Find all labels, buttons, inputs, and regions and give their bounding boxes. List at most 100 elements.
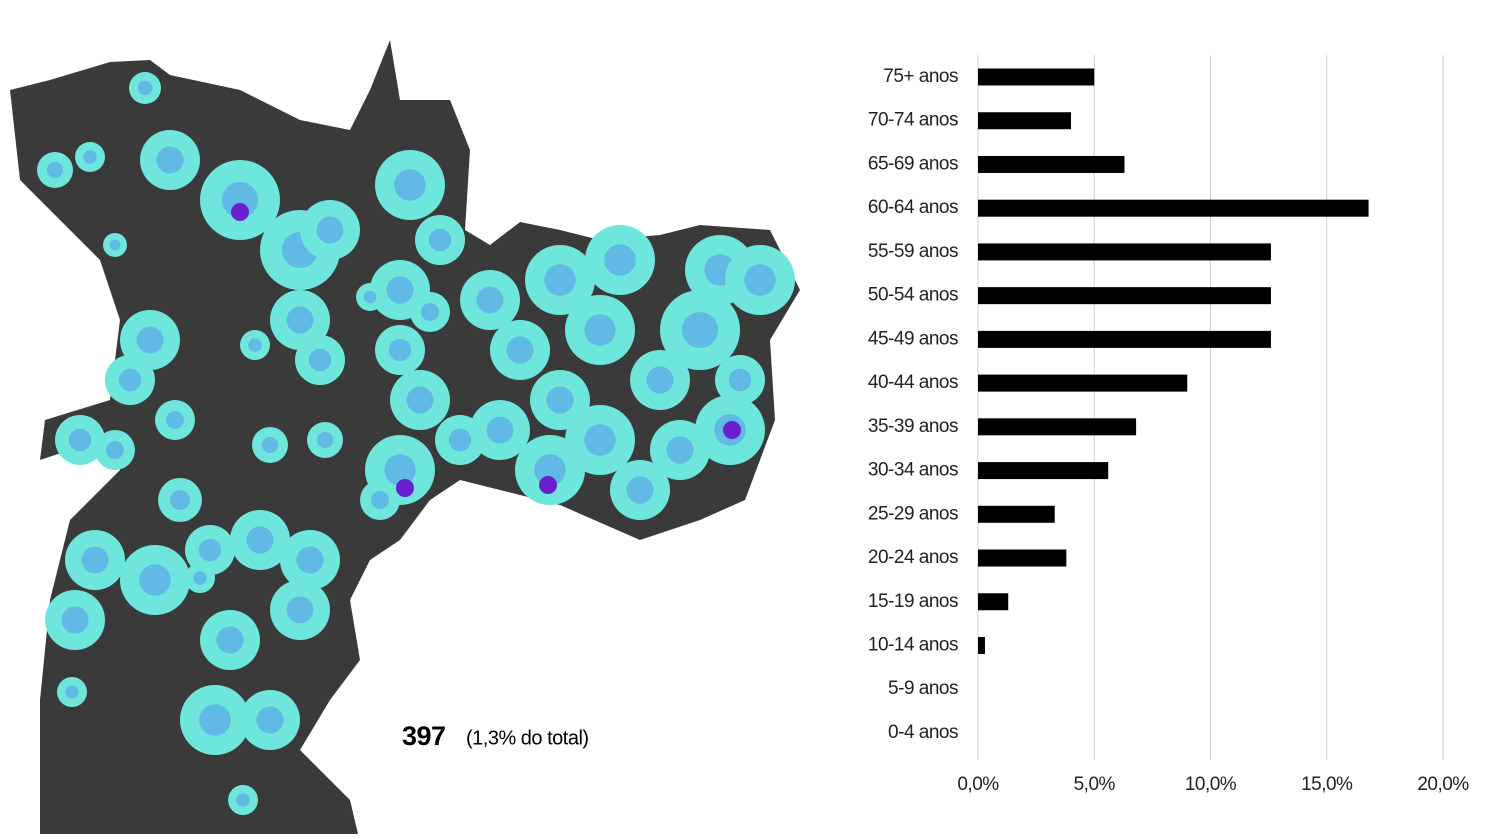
y-tick-label: 35-39 anos: [868, 416, 958, 437]
heat-core: [246, 526, 274, 554]
heat-core: [81, 546, 109, 574]
heat-core: [428, 228, 452, 252]
bar: [978, 68, 1095, 86]
heat-core: [584, 314, 616, 346]
heat-core: [216, 626, 244, 654]
y-tick-label: 60-64 anos: [868, 197, 958, 218]
heat-core: [166, 411, 184, 429]
heat-core: [421, 303, 439, 321]
heat-core: [156, 146, 184, 174]
heat-core: [728, 368, 752, 392]
heat-core: [286, 306, 314, 334]
heat-core: [137, 80, 153, 96]
bar: [978, 374, 1188, 392]
y-tick-label: 75+ anos: [883, 66, 958, 87]
heat-map: [10, 40, 800, 834]
x-tick-label: 15,0%: [1301, 774, 1353, 795]
x-tick-label: 0,0%: [957, 774, 999, 795]
heat-core: [682, 312, 718, 348]
heat-core: [46, 161, 64, 179]
heat-core: [666, 436, 694, 464]
heat-core: [248, 338, 262, 352]
heat-core: [626, 476, 654, 504]
bar: [978, 243, 1271, 261]
bar: [978, 593, 1009, 611]
bar: [978, 155, 1125, 173]
heat-peak: [231, 203, 249, 221]
heat-core: [486, 416, 514, 444]
heat-core: [384, 454, 416, 486]
map-count: 397: [402, 721, 446, 751]
heat-core: [106, 441, 124, 459]
bar: [978, 636, 985, 654]
heat-core: [65, 685, 79, 699]
heat-core: [316, 431, 334, 449]
x-tick-label: 10,0%: [1185, 774, 1237, 795]
y-tick-label: 70-74 anos: [868, 110, 958, 131]
heat-core: [394, 169, 426, 201]
heat-core: [261, 436, 279, 454]
y-tick-label: 55-59 anos: [868, 241, 958, 262]
bar: [978, 330, 1271, 348]
y-tick-label: 15-19 anos: [868, 591, 958, 612]
heat-core: [506, 336, 534, 364]
heat-peak: [396, 479, 414, 497]
y-tick-label: 50-54 anos: [868, 285, 958, 306]
heat-core: [386, 276, 414, 304]
heat-peak: [723, 421, 741, 439]
bar: [978, 112, 1071, 130]
bar: [978, 462, 1109, 480]
y-tick-label: 20-24 anos: [868, 547, 958, 568]
heat-core: [222, 182, 258, 218]
map-note: (1,3% do total): [466, 727, 589, 749]
heat-core: [170, 490, 190, 510]
heat-peak: [539, 476, 557, 494]
heat-blobs: [37, 72, 795, 815]
heat-core: [546, 386, 574, 414]
heat-core: [256, 706, 284, 734]
y-tick-label: 45-49 anos: [868, 328, 958, 349]
heat-core: [584, 424, 616, 456]
y-tick-label: 40-44 anos: [868, 372, 958, 393]
y-tick-label: 5-9 anos: [888, 678, 958, 699]
heat-core: [236, 793, 250, 807]
heat-core: [193, 571, 207, 585]
heat-core: [198, 538, 222, 562]
heat-core: [83, 150, 97, 164]
heat-core: [139, 564, 171, 596]
y-tick-label: 0-4 anos: [888, 722, 958, 743]
heat-core: [61, 606, 89, 634]
y-tick-label: 30-34 anos: [868, 460, 958, 481]
heat-core: [68, 428, 92, 452]
heat-core: [544, 264, 576, 296]
y-tick-label: 65-69 anos: [868, 153, 958, 174]
heat-core: [296, 546, 324, 574]
bar: [978, 549, 1067, 567]
x-tick-label: 5,0%: [1074, 774, 1116, 795]
heat-core: [371, 491, 389, 509]
heat-core: [118, 368, 142, 392]
heat-core: [388, 338, 412, 362]
y-tick-label: 25-29 anos: [868, 503, 958, 524]
heat-core: [406, 386, 434, 414]
y-tick-label: 10-14 anos: [868, 635, 958, 656]
heat-core: [286, 596, 314, 624]
heat-core: [646, 366, 674, 394]
bar: [978, 287, 1271, 305]
bar: [978, 199, 1369, 217]
heat-core: [136, 326, 164, 354]
bar: [978, 505, 1055, 523]
heat-core: [363, 290, 377, 304]
heat-core: [448, 428, 472, 452]
heat-core: [308, 348, 332, 372]
heat-core: [604, 244, 636, 276]
heat-core: [316, 216, 344, 244]
bar-chart: 0,0% 5,0% 10,0% 15,0% 20,0% 75+ anos 70-74 ano…: [868, 55, 1470, 795]
heat-core: [534, 454, 566, 486]
heat-core: [109, 239, 121, 251]
heat-core: [476, 286, 504, 314]
bar: [978, 418, 1137, 436]
heat-core: [744, 264, 776, 296]
x-tick-label: 20,0%: [1417, 774, 1469, 795]
